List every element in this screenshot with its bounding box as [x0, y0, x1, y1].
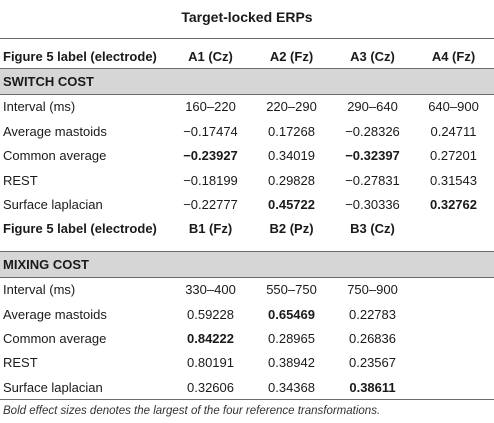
row-label: REST [3, 355, 38, 371]
table-cell: 0.32762 [430, 197, 477, 213]
table-cell: 0.34368 [268, 379, 315, 395]
table-cell: 0.29828 [268, 172, 315, 188]
table-row: Common average 0.84222 0.28965 0.26836 [0, 326, 494, 350]
table-cell: 0.17268 [268, 123, 315, 139]
section-row-switch-cost: SWITCH COST [0, 68, 494, 95]
table-cell: 220–290 [266, 99, 317, 115]
section-label: SWITCH COST [0, 68, 494, 95]
table-cell: 0.31543 [430, 172, 477, 188]
table-row: REST 0.80191 0.38942 0.23567 [0, 351, 494, 375]
table-cell: −0.32397 [345, 148, 400, 164]
footnote: Bold effect sizes denotes the largest of… [3, 405, 381, 417]
row-label: Surface laplacian [3, 197, 103, 213]
header-column: A3 (Cz) [350, 48, 395, 64]
header-label: Figure 5 label (electrode) [3, 221, 157, 237]
table-cell: 0.23567 [349, 355, 396, 371]
table-cell: −0.17474 [183, 123, 238, 139]
table-row: Interval (ms) 330–400 550–750 750–900 [0, 277, 494, 302]
row-label: Interval (ms) [3, 282, 76, 298]
section-row-mixing-cost: MIXING COST [0, 251, 494, 278]
top-rule [0, 38, 494, 39]
table-row: Average mastoids 0.59228 0.65469 0.22783 [0, 302, 494, 326]
table-cell: 0.45722 [268, 197, 315, 213]
table-cell [413, 277, 494, 302]
header-column: A1 (Cz) [188, 48, 233, 64]
table-row: Surface laplacian 0.32606 0.34368 0.38611 [0, 375, 494, 399]
table-row: Common average −0.23927 0.34019 −0.32397 0.2… [0, 144, 494, 168]
table-cell: 160–220 [185, 99, 236, 115]
table-cell: 750–900 [347, 282, 398, 298]
header-column: B1 (Fz) [188, 221, 233, 237]
table-row: Average mastoids −0.17474 0.17268 −0.28326 0… [0, 119, 494, 143]
section-label: MIXING COST [0, 251, 494, 278]
row-label: REST [3, 172, 38, 188]
table-cell: 0.38611 [349, 379, 396, 395]
table-cell: 0.80191 [187, 355, 234, 371]
row-label: Common average [3, 148, 107, 164]
table-cell [413, 351, 494, 375]
table-row: REST −0.18199 0.29828 −0.27831 0.31543 [0, 168, 494, 192]
spacer-row [0, 241, 494, 252]
table-cell [413, 375, 494, 399]
row-label: Surface laplacian [3, 379, 103, 395]
table-cell: 0.24711 [430, 123, 477, 139]
table-cell: 0.65469 [268, 306, 315, 322]
table-cell: 550–750 [266, 282, 317, 298]
row-label: Average mastoids [3, 306, 107, 322]
header-column: B2 (Pz) [269, 221, 314, 237]
table-cell: 0.22783 [349, 306, 396, 322]
header-label: Figure 5 label (electrode) [3, 48, 157, 64]
table-cell: 0.26836 [349, 330, 396, 346]
table-cell: 290–640 [347, 99, 398, 115]
table-cell: 0.38942 [268, 355, 315, 371]
table-cell: −0.22777 [183, 197, 238, 213]
data-table: Figure 5 label (electrode) A1 (Cz) A2 (Fz)… [0, 44, 494, 399]
table-cell: 330–400 [185, 282, 236, 298]
header-column: A2 (Fz) [269, 48, 314, 64]
table-row: Surface laplacian −0.22777 0.45722 −0.30336… [0, 192, 494, 216]
spacer-cell [0, 241, 494, 252]
table-cell: −0.23927 [183, 148, 238, 164]
table-cell: 0.34019 [268, 148, 315, 164]
table-cell: 0.27201 [430, 148, 477, 164]
header-column [413, 217, 494, 241]
table-cell: 640–900 [428, 99, 479, 115]
table-cell: −0.28326 [345, 123, 400, 139]
header-column: A4 (Fz) [431, 48, 476, 64]
bottom-rule [0, 399, 494, 400]
table-cell: 0.28965 [268, 330, 315, 346]
table-cell [413, 326, 494, 350]
header-row: Figure 5 label (electrode) B1 (Fz) B2 (Pz)… [0, 217, 494, 241]
table-cell: −0.30336 [345, 197, 400, 213]
header-column: B3 (Cz) [350, 221, 395, 237]
table-cell [413, 302, 494, 326]
table-cell: 0.32606 [187, 379, 234, 395]
header-row: Figure 5 label (electrode) A1 (Cz) A2 (Fz)… [0, 44, 494, 69]
table-title: Target-locked ERPs [181, 9, 313, 25]
table-cell: 0.59228 [187, 306, 234, 322]
table-cell: −0.27831 [345, 172, 400, 188]
row-label: Average mastoids [3, 123, 107, 139]
table-cell: 0.84222 [187, 330, 234, 346]
row-label: Common average [3, 330, 107, 346]
table-cell: −0.18199 [183, 172, 238, 188]
row-label: Interval (ms) [3, 99, 76, 115]
table-row: Interval (ms) 160–220 220–290 290–640 640–90… [0, 94, 494, 119]
